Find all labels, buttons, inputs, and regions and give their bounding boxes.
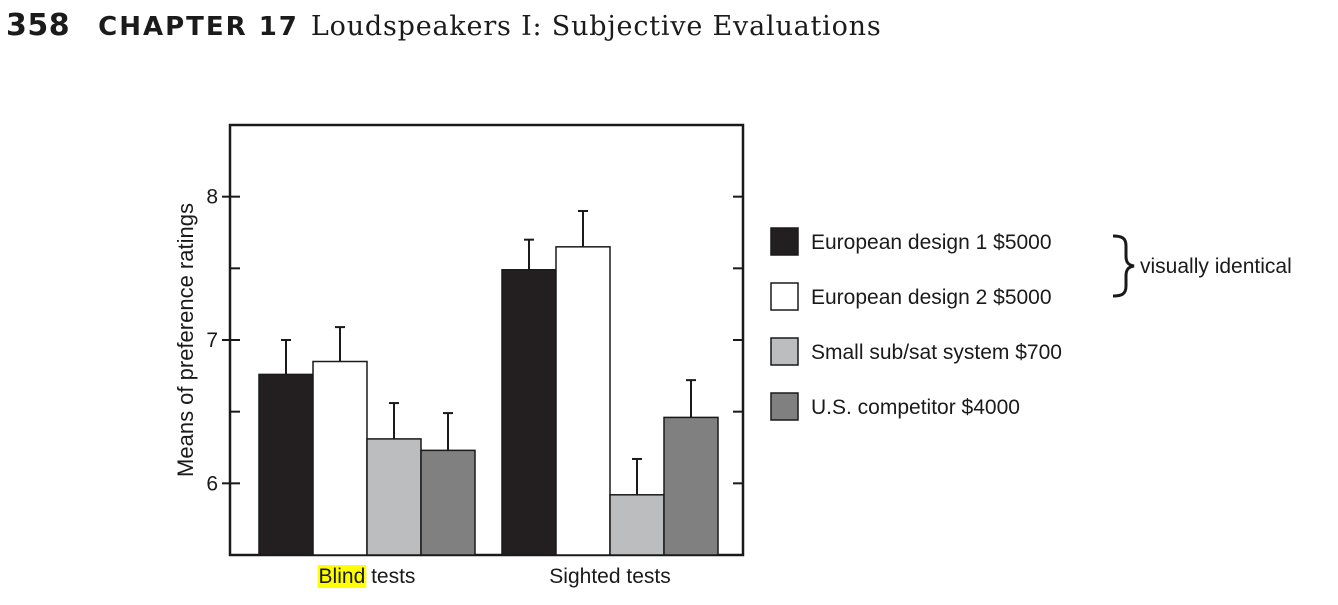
y-ticks-layer: 6 7 8 (206, 186, 743, 495)
bar-g0-s3 (420, 449, 476, 556)
bars-layer (258, 246, 719, 556)
legend-label-3: U.S. competitor $4000 (811, 396, 1020, 419)
bar-g1-s2 (609, 494, 665, 556)
highlighted-word: Blind (319, 565, 366, 588)
legend-brace (1112, 234, 1135, 298)
legend-swatch-0 (770, 227, 799, 256)
bar-g1-s1 (555, 246, 611, 556)
text-highlight (317, 565, 367, 588)
bar-g0-s0 (258, 373, 314, 556)
category-label-0: Blind tests (319, 565, 416, 588)
category-label-1: Sighted tests (549, 565, 670, 588)
page-number: 358 (6, 8, 71, 43)
legend-swatch-3 (770, 392, 799, 421)
chapter-label: CHAPTER 17 (98, 12, 299, 42)
y-tick-label: 8 (206, 186, 218, 209)
legend-label-2: Small sub/sat system $700 (811, 341, 1062, 364)
error-bars-layer (281, 210, 696, 495)
legend-swatch-1 (770, 282, 799, 311)
legend-swatch-2 (770, 337, 799, 366)
bar-g1-s0 (501, 269, 557, 556)
y-axis-label: Means of preference ratings (173, 203, 198, 477)
y-tick-label: 7 (206, 329, 218, 352)
legend-label-1: European design 2 $5000 (811, 286, 1052, 309)
bar-g0-s1 (312, 360, 368, 556)
category-labels-layer: Blind tests Sighted tests (317, 565, 671, 588)
y-tick-label: 6 (206, 472, 218, 495)
page-header: 358 CHAPTER 17 Loudspeakers I: Subjective … (6, 8, 882, 43)
bar-g0-s2 (366, 438, 422, 556)
visually-identical-annotation: visually identical (1140, 255, 1292, 278)
legend: European design 1 $5000 European design 2… (770, 227, 1062, 421)
chapter-title: Loudspeakers I: Subjective Evaluations (310, 11, 882, 42)
legend-label-0: European design 1 $5000 (811, 231, 1052, 254)
bar-g1-s3 (663, 416, 719, 556)
